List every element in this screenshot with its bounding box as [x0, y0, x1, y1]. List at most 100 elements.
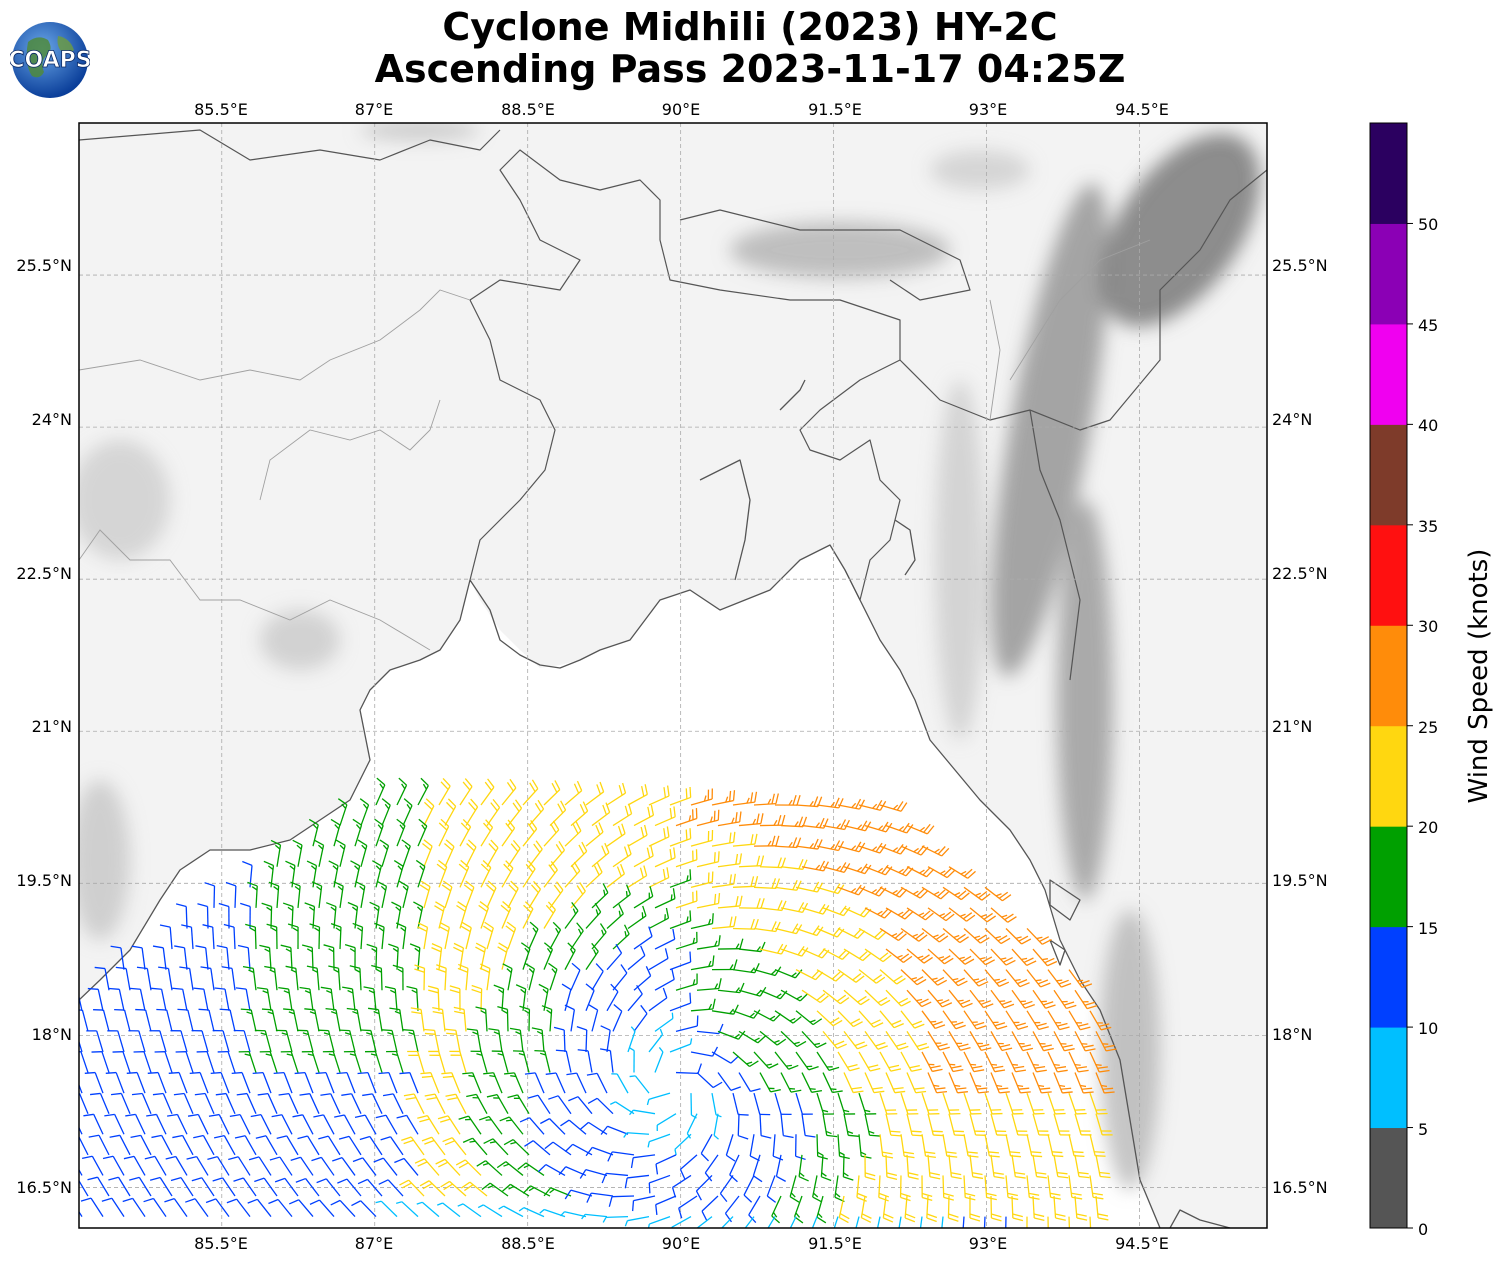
wind-barb	[647, 1215, 671, 1228]
wind-barb	[323, 944, 335, 970]
wind-barb	[373, 1157, 398, 1176]
wind-barb	[123, 1155, 146, 1176]
wind-barb-shaft	[401, 1201, 419, 1218]
wind-barb	[172, 1134, 194, 1156]
wind-barb-shaft	[591, 1192, 614, 1197]
wind-barb-feather	[484, 781, 493, 791]
lat-tick-label: 16.5°N	[1272, 1178, 1328, 1197]
wind-barb-feather	[384, 803, 390, 810]
wind-barb-feather	[414, 947, 420, 953]
wind-barb	[767, 1216, 776, 1228]
lon-tick-label: 87°E	[355, 100, 393, 119]
wind-barb-feather	[159, 924, 171, 928]
wind-barb	[466, 1028, 482, 1053]
wind-barb	[654, 847, 676, 868]
wind-barb-feather	[571, 902, 579, 912]
wind-barb-feather	[813, 838, 819, 849]
wind-barb	[711, 1093, 722, 1118]
lat-tick-label: 24°N	[1272, 410, 1312, 429]
wind-barb-feather	[836, 865, 842, 871]
wind-barb	[900, 1134, 915, 1159]
wind-barb-feather	[857, 930, 866, 939]
wind-barb	[690, 788, 713, 806]
wind-barb	[720, 1216, 734, 1228]
wind-barb-feather	[193, 987, 204, 990]
wind-barb-feather	[1044, 957, 1055, 964]
wind-barb-feather	[870, 1019, 881, 1025]
wind-barb-shaft	[545, 1163, 566, 1177]
wind-barb	[624, 1215, 650, 1227]
wind-barb-feather	[373, 906, 379, 912]
wind-barb	[299, 986, 314, 1011]
wind-barb	[822, 948, 851, 960]
wind-barb-feather	[628, 1046, 635, 1052]
wind-barb-shaft	[79, 1093, 89, 1114]
wind-barb-feather	[349, 948, 356, 953]
wind-barb	[948, 866, 976, 879]
wind-barb-feather	[255, 1135, 267, 1139]
wind-barb-feather	[811, 1090, 823, 1093]
wind-barb-feather	[781, 857, 786, 868]
wind-barb	[245, 923, 257, 950]
wind-barb	[274, 1177, 299, 1197]
wind-barb-feather	[548, 962, 558, 970]
lat-tick-label: 22.5°N	[16, 564, 72, 583]
wind-barb-feather	[481, 1182, 491, 1190]
wind-barb-feather	[735, 853, 739, 865]
wind-barb-feather	[713, 893, 717, 905]
wind-barb-feather	[1085, 1048, 1096, 1052]
wind-barb-feather	[872, 803, 878, 809]
wind-barb-shaft	[123, 1009, 131, 1032]
wind-barb-feather	[265, 1053, 272, 1057]
wind-barb-feather	[1007, 1192, 1018, 1197]
wind-barb-shaft	[570, 1189, 593, 1197]
wind-barb	[135, 1008, 152, 1032]
wind-barb-feather	[445, 1093, 456, 1097]
wind-barb-feather	[1091, 1235, 1101, 1238]
wind-barb-shaft	[320, 1157, 335, 1176]
wind-barb	[864, 1072, 885, 1094]
wind-barb-feather	[328, 948, 335, 953]
wind-barb-feather	[669, 807, 673, 819]
wind-barb-shaft	[101, 1051, 110, 1073]
wind-barb	[780, 1072, 802, 1093]
wind-barb-feather	[314, 839, 324, 846]
wind-barb-feather	[442, 880, 453, 888]
wind-barb	[759, 1030, 787, 1046]
wind-barb-feather	[510, 1141, 517, 1145]
wind-barb	[561, 983, 572, 1011]
wind-barb-feather	[918, 1046, 930, 1051]
wind-barb-feather	[777, 815, 782, 826]
wind-barb-shaft	[585, 1213, 608, 1218]
lat-tick-label: 21°N	[32, 717, 72, 736]
wind-barb-shaft	[120, 947, 125, 970]
wind-barb-feather	[975, 892, 981, 897]
wind-barb	[648, 1028, 664, 1053]
wind-barb	[355, 880, 366, 909]
wind-barb-shaft	[220, 1072, 230, 1094]
wind-barb-feather	[1039, 1087, 1051, 1090]
wind-barb	[212, 1177, 236, 1197]
wind-barb-feather	[110, 945, 122, 949]
wind-barb	[579, 1168, 608, 1179]
wind-barb-shaft	[403, 1158, 419, 1176]
wind-barb-feather	[624, 930, 627, 937]
wind-barb	[577, 1049, 593, 1073]
wind-barb-shaft	[229, 1009, 236, 1032]
wind-barb	[1089, 1051, 1110, 1073]
wind-barb-feather	[555, 927, 560, 934]
wind-barb-feather	[796, 794, 801, 806]
wind-barb-feather	[435, 968, 447, 973]
wind-barb-feather	[794, 969, 803, 979]
map-title-line-1: Cyclone Midhili (2023) HY-2C	[442, 5, 1058, 49]
wind-barb	[435, 964, 447, 991]
wind-barb	[990, 948, 1016, 966]
wind-barb	[627, 984, 643, 1012]
wind-barb	[990, 1072, 1010, 1094]
wind-barb-feather	[815, 822, 820, 828]
wind-barb-feather	[357, 1071, 369, 1075]
wind-barb	[299, 1093, 320, 1114]
wind-barb	[197, 903, 209, 929]
wind-barb-feather	[187, 1113, 199, 1117]
wind-barb	[83, 1113, 104, 1135]
